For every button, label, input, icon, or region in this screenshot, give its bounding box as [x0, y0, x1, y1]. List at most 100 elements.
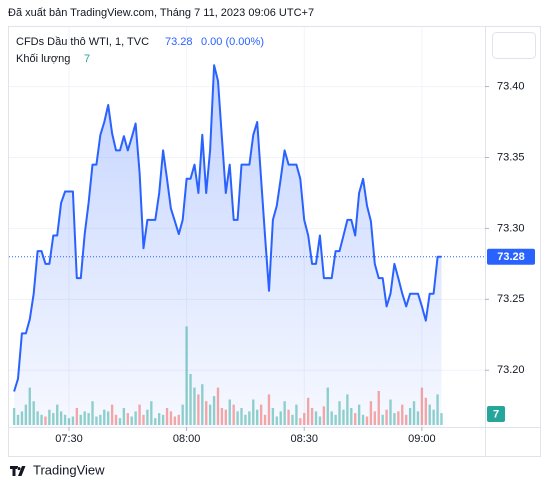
- volume-bar: [397, 411, 400, 425]
- volume-bar: [330, 411, 333, 425]
- volume-bar: [440, 413, 443, 425]
- volume-bar: [412, 401, 416, 425]
- last-price-label: 73.28: [497, 251, 525, 263]
- volume-bar: [334, 414, 337, 425]
- volume-bar: [357, 404, 361, 425]
- volume-bar: [416, 411, 420, 425]
- legend-volume-name: Khối lượng: [16, 53, 70, 65]
- legend-price: 73.28: [165, 36, 193, 48]
- volume-bar: [318, 416, 322, 425]
- volume-bar: [107, 411, 110, 425]
- volume-bar: [126, 413, 129, 425]
- volume-bar: [169, 411, 173, 425]
- last-price-box: [487, 248, 535, 265]
- volume-bar: [326, 387, 329, 425]
- volume-bar: [99, 414, 102, 425]
- volume-bar: [130, 416, 133, 425]
- volume-bar: [354, 413, 357, 425]
- volume-bar: [189, 374, 192, 425]
- volume-bar: [287, 409, 290, 425]
- volume-bar: [220, 408, 224, 425]
- volume-bar: [303, 413, 306, 425]
- volume-bar: [310, 408, 314, 425]
- volume-bar: [248, 411, 251, 425]
- volume-bar: [91, 401, 94, 425]
- volume-bar: [267, 394, 271, 425]
- volume-bar: [365, 416, 369, 425]
- volume-bar: [236, 411, 239, 425]
- volume-bar: [208, 404, 212, 425]
- volume-bar: [389, 399, 392, 425]
- volume-bar: [118, 418, 122, 425]
- volume-bar: [432, 409, 435, 425]
- settings-box[interactable]: [492, 32, 536, 59]
- y-tick-label: 73.30: [497, 222, 525, 234]
- volume-bar: [401, 404, 404, 425]
- volume-bar: [157, 413, 161, 425]
- volume-bar: [252, 399, 255, 425]
- volume-bar: [299, 418, 302, 425]
- volume-bar: [424, 397, 427, 425]
- volume-bar: [240, 408, 243, 425]
- volume-bar: [48, 409, 51, 425]
- volume-bar: [393, 413, 396, 425]
- volume-bar: [24, 404, 28, 425]
- volume-bar: [306, 397, 310, 425]
- volume-bar: [224, 409, 228, 425]
- volume-bar: [87, 413, 90, 425]
- volume-bar: [134, 411, 137, 425]
- volume-bar: [216, 387, 220, 425]
- volume-bar: [244, 414, 247, 425]
- volume-bar: [79, 414, 82, 425]
- price-line: [13, 64, 442, 392]
- x-tick-label: 08:00: [173, 433, 201, 445]
- volume-bar: [350, 408, 353, 425]
- volume-bar: [346, 394, 349, 425]
- volume-bar: [279, 411, 282, 425]
- volume-bar: [16, 414, 20, 425]
- volume-bar: [205, 401, 208, 425]
- volume-bar: [271, 408, 275, 425]
- y-tick-label: 73.20: [497, 364, 525, 376]
- volume-bar: [12, 408, 16, 425]
- volume-bar: [75, 408, 79, 425]
- last-volume-box: [487, 406, 505, 422]
- volume-bar: [256, 409, 259, 425]
- volume-bar: [59, 411, 63, 425]
- volume-bar: [40, 414, 43, 425]
- volume-bar: [377, 391, 380, 425]
- y-tick-label: 73.35: [497, 151, 525, 163]
- volume-bar: [83, 411, 86, 425]
- volume-bar: [150, 401, 153, 425]
- volume-bar: [408, 408, 412, 425]
- volume-bar: [342, 409, 345, 425]
- volume-bar: [36, 411, 39, 425]
- volume-bar: [110, 404, 114, 425]
- volume-bar: [436, 394, 439, 425]
- y-tick-label: 73.25: [497, 293, 525, 305]
- volume-bar: [373, 411, 376, 425]
- x-tick-label: 09:00: [408, 433, 436, 445]
- volume-bar: [381, 414, 384, 425]
- volume-bar: [232, 404, 235, 425]
- volume-bar: [56, 404, 59, 425]
- volume-bar: [154, 418, 157, 425]
- volume-bar: [71, 416, 75, 425]
- last-volume-label: 7: [493, 408, 499, 420]
- volume-bar: [275, 416, 278, 425]
- volume-bar: [103, 409, 106, 425]
- footer: TradingView: [33, 462, 105, 477]
- volume-bar: [177, 414, 180, 425]
- volume-bar: [138, 404, 141, 425]
- volume-bar: [122, 408, 126, 425]
- volume-bar: [95, 416, 98, 425]
- volume-bar: [114, 414, 118, 425]
- volume-bar: [28, 387, 31, 425]
- volume-bar: [181, 404, 184, 425]
- volume-bar: [197, 394, 200, 425]
- volume-bar: [212, 396, 216, 425]
- legend-change: 0.00 (0.00%): [201, 36, 264, 48]
- volume-bar: [420, 387, 424, 425]
- y-tick-label: 73.40: [497, 80, 525, 92]
